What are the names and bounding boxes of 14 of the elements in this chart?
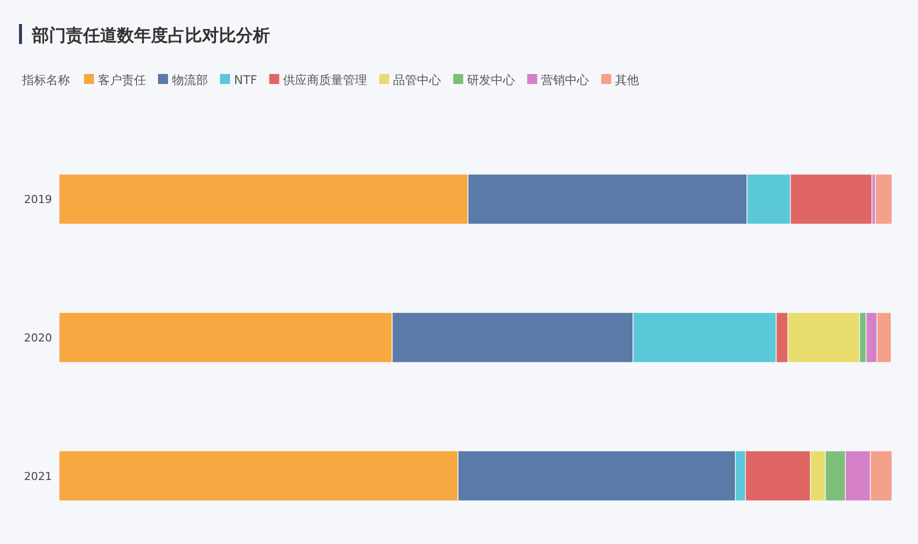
- y-tick-label: 2021: [24, 470, 52, 483]
- legend-label: 品管中心: [393, 73, 442, 87]
- y-tick-label: 2020: [24, 332, 52, 344]
- legend-label: 研发中心: [467, 73, 516, 87]
- y-tick-label: 2019: [24, 193, 52, 206]
- chart-title: 部门责任道数年度占比对比分析: [31, 26, 270, 46]
- legend-label: 物流部: [172, 73, 208, 87]
- legend-label: 供应商质量管理: [283, 73, 368, 87]
- legend-title: 指标名称: [21, 73, 70, 87]
- legend-label: 营销中心: [541, 73, 590, 87]
- bar: [874, 174, 892, 225]
- legend-label: 其他: [615, 73, 640, 87]
- legend-label: NTF: [234, 73, 258, 87]
- legend-label: 客户责任: [98, 73, 146, 87]
